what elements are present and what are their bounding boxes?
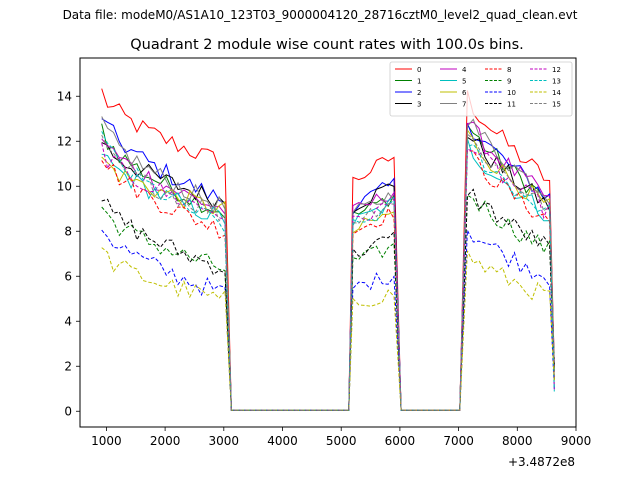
- series-line-7: [101, 116, 555, 411]
- y-tick-label: 0: [64, 404, 72, 418]
- x-tick-label: 1000: [91, 434, 122, 448]
- series-line-14: [101, 247, 555, 411]
- series-line-11: [101, 188, 555, 411]
- series-line-4: [101, 121, 555, 411]
- legend-label-4: 4: [462, 66, 467, 74]
- series-line-13: [101, 131, 555, 411]
- legend-box: [389, 61, 573, 117]
- legend-label-11: 11: [507, 101, 516, 109]
- series-line-0: [101, 88, 555, 411]
- series-line-2: [101, 118, 555, 411]
- legend-label-6: 6: [462, 89, 467, 97]
- series-line-9: [101, 194, 555, 411]
- y-tick-label: 6: [64, 269, 72, 283]
- series-line-10: [101, 228, 555, 411]
- legend-label-2: 2: [417, 89, 421, 97]
- legend-label-5: 5: [462, 78, 466, 86]
- x-tick-label: 8000: [502, 434, 533, 448]
- series-line-8: [101, 150, 555, 411]
- plot-frame: [79, 57, 577, 428]
- x-tick-label: 9000: [561, 434, 592, 448]
- series-line-15: [101, 132, 555, 411]
- series-line-3: [101, 136, 555, 411]
- x-tick-label: 2000: [150, 434, 181, 448]
- series-layer: [101, 88, 555, 411]
- x-axis: 1000 2000 3000 4000 5000 6000 7000 8000 9000: [91, 427, 591, 448]
- x-tick-label: 5000: [326, 434, 357, 448]
- legend-label-12: 12: [552, 66, 561, 74]
- x-tick-label: 4000: [267, 434, 298, 448]
- data-file-label: Data file: modeM0/AS1A10_123T03_90000041…: [62, 8, 578, 22]
- y-tick-label: 14: [57, 89, 72, 103]
- legend-label-14: 14: [552, 89, 561, 97]
- chart-title: Quadrant 2 module wise count rates with …: [130, 37, 524, 53]
- y-tick-label: 12: [57, 134, 72, 148]
- legend-label-8: 8: [507, 66, 511, 74]
- x-offset-label: +3.4872e8: [508, 455, 575, 469]
- y-tick-label: 2: [64, 359, 72, 373]
- y-axis: 0 2 4 6 8 10 12 14: [57, 89, 80, 418]
- x-tick-label: 3000: [209, 434, 240, 448]
- legend-label-1: 1: [417, 78, 421, 86]
- legend-label-9: 9: [507, 78, 511, 86]
- series-line-1: [101, 123, 555, 411]
- x-tick-label: 6000: [385, 434, 416, 448]
- legend-label-7: 7: [462, 101, 466, 109]
- y-tick-label: 8: [64, 224, 72, 238]
- legend-label-15: 15: [552, 101, 561, 109]
- legend-label-3: 3: [417, 101, 421, 109]
- legend-label-13: 13: [552, 78, 561, 86]
- series-line-6: [101, 128, 555, 411]
- series-line-12: [101, 142, 555, 411]
- y-tick-label: 10: [57, 179, 72, 193]
- legend-label-10: 10: [507, 89, 516, 97]
- x-tick-label: 7000: [443, 434, 474, 448]
- legend-label-0: 0: [417, 66, 421, 74]
- y-tick-label: 4: [64, 314, 72, 328]
